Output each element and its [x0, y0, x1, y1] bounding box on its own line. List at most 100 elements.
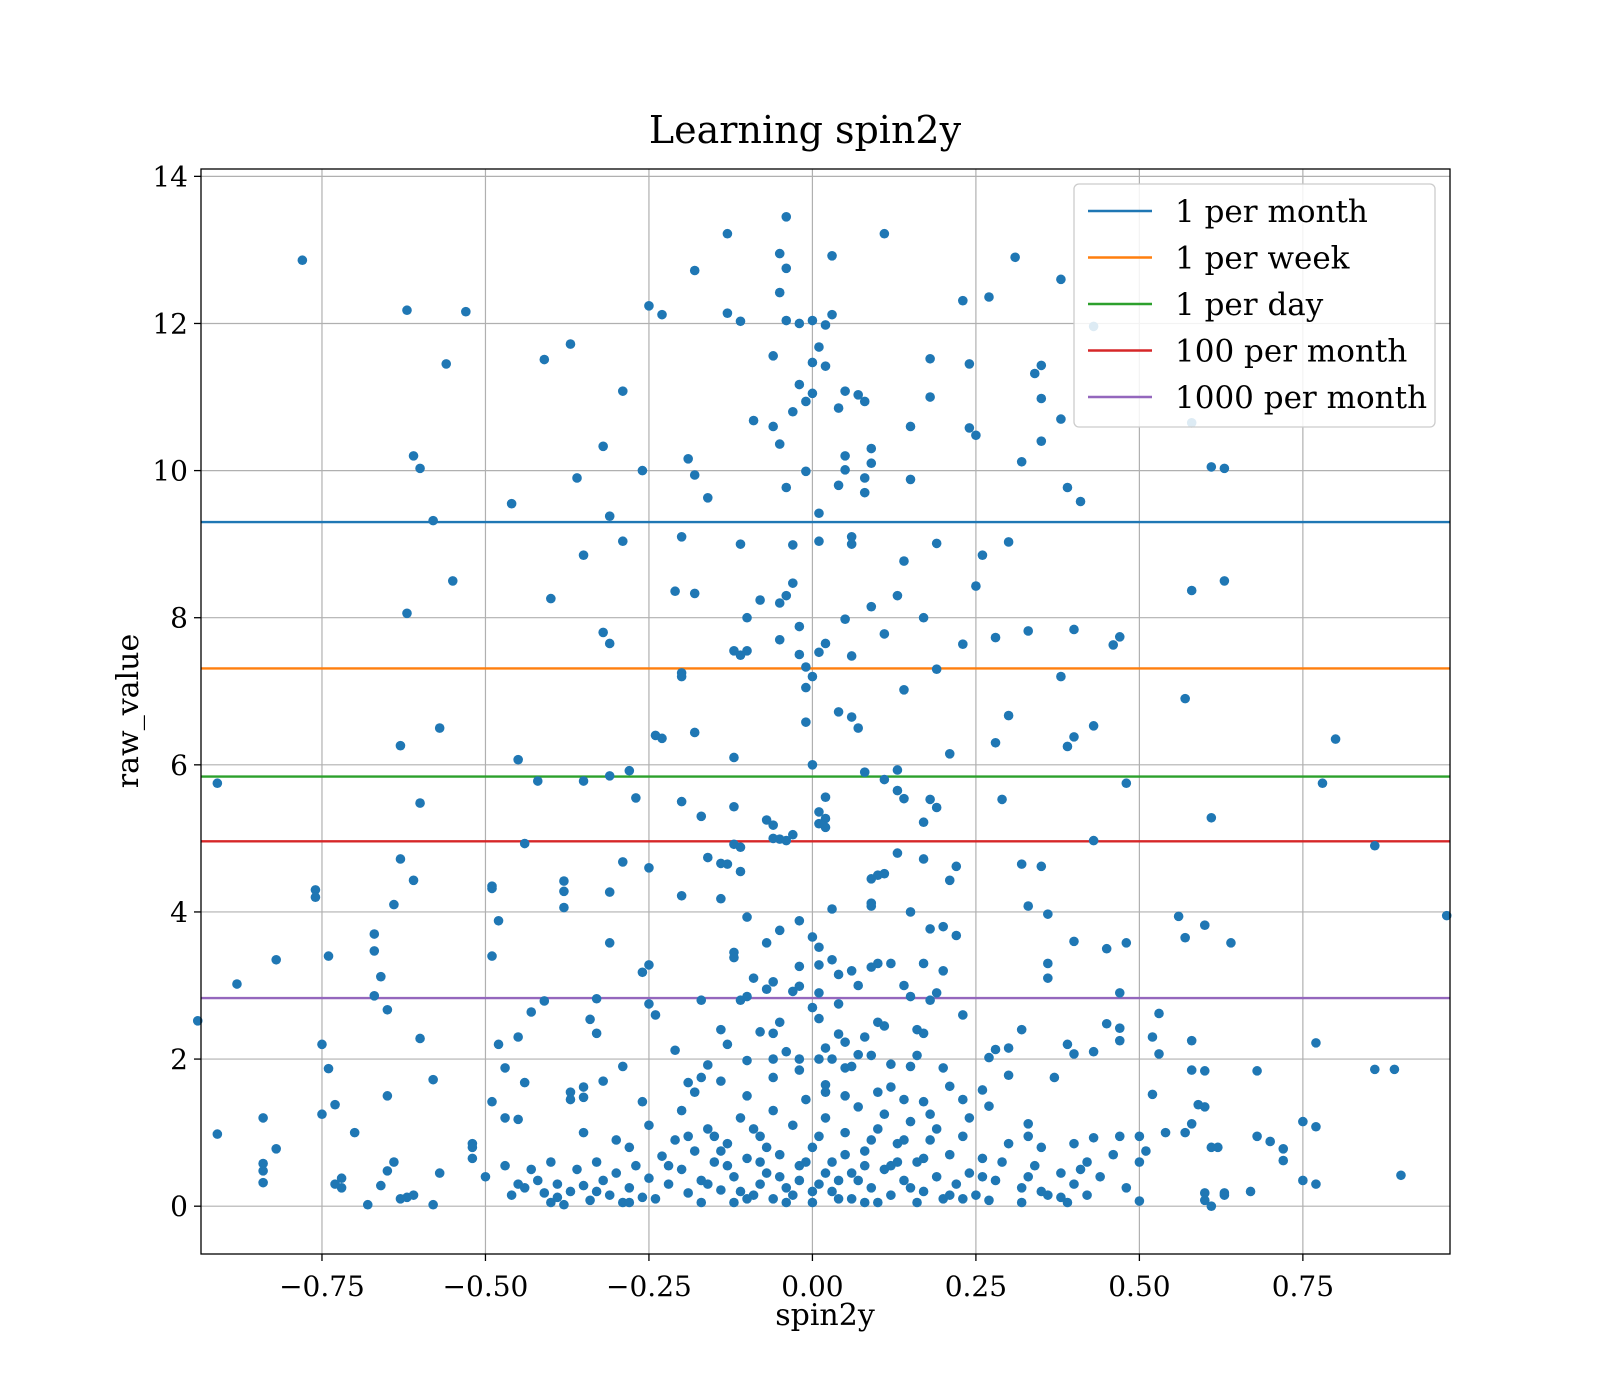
data-point: [1147, 1089, 1158, 1100]
data-point: [761, 1168, 772, 1178]
data-point: [918, 1028, 929, 1039]
data-point: [1069, 1138, 1079, 1149]
data-point: [519, 1182, 530, 1193]
data-point: [389, 899, 399, 910]
x-axis-label: spin2y: [775, 1298, 875, 1333]
data-point: [1186, 1119, 1197, 1129]
data-point: [781, 263, 792, 274]
data-point: [742, 1091, 752, 1101]
data-point: [977, 550, 988, 560]
data-point: [768, 1105, 778, 1116]
x-axis-ticks: −0.75 −0.50 −0.25 0.00 0.25 0.50 0.75: [279, 1254, 1334, 1303]
data-point: [951, 1179, 962, 1189]
data-point: [931, 1124, 942, 1134]
data-point: [1180, 693, 1190, 704]
data-point: [807, 315, 818, 326]
data-point: [827, 954, 837, 965]
data-point: [820, 1168, 831, 1178]
data-point: [853, 723, 863, 733]
data-point: [820, 361, 831, 371]
data-point: [1219, 1188, 1230, 1198]
data-point: [1154, 1049, 1164, 1059]
data-point: [572, 1164, 582, 1175]
data-point: [794, 649, 805, 660]
data-point: [650, 1194, 661, 1204]
data-point: [840, 451, 850, 461]
data-point: [1082, 1190, 1092, 1200]
data-point: [1069, 732, 1079, 742]
data-point: [1088, 1132, 1099, 1143]
data-point: [1108, 1149, 1119, 1160]
data-point: [859, 396, 870, 407]
data-point: [532, 776, 543, 786]
data-point: [1010, 252, 1020, 263]
data-point: [1298, 1175, 1308, 1186]
data-point: [1141, 1146, 1151, 1156]
data-point: [853, 1049, 863, 1060]
data-point: [866, 962, 877, 972]
data-point: [624, 765, 635, 776]
data-point: [585, 1014, 595, 1025]
data-point: [918, 817, 929, 828]
data-point: [814, 342, 824, 352]
data-point: [271, 954, 282, 965]
data-point: [859, 487, 870, 498]
data-point: [1023, 626, 1034, 636]
data-point: [702, 1179, 713, 1189]
data-point: [1134, 1196, 1145, 1206]
data-point: [735, 866, 746, 877]
data-point: [820, 1043, 831, 1053]
data-point: [702, 1060, 713, 1070]
data-point: [637, 1096, 648, 1107]
data-point: [820, 1113, 831, 1123]
data-point: [820, 1080, 831, 1090]
data-point: [1023, 1131, 1034, 1142]
data-point: [814, 536, 824, 547]
data-point: [931, 538, 942, 549]
data-point: [1114, 988, 1125, 998]
data-point: [899, 556, 909, 566]
data-point: [617, 536, 628, 547]
legend-label: 1 per month: [1175, 194, 1368, 230]
data-point: [330, 1179, 340, 1189]
data-point: [742, 912, 752, 922]
data-point: [840, 1091, 850, 1101]
data-point: [696, 1072, 707, 1083]
data-point: [1147, 1032, 1158, 1042]
data-point: [696, 1197, 707, 1208]
data-point: [1114, 1131, 1125, 1142]
data-point: [1062, 482, 1073, 493]
data-point: [918, 854, 929, 864]
data-point: [918, 958, 929, 969]
data-point: [428, 1199, 438, 1210]
data-point: [931, 664, 942, 675]
data-point: [774, 287, 785, 298]
data-point: [683, 454, 693, 464]
data-point: [1056, 274, 1066, 285]
data-point: [997, 1157, 1007, 1167]
data-point: [814, 1054, 824, 1064]
data-point: [1173, 911, 1184, 922]
data-point: [631, 1160, 641, 1171]
data-point: [1016, 859, 1027, 869]
data-point: [814, 807, 824, 817]
data-point: [604, 887, 615, 897]
data-point: [539, 996, 550, 1006]
data-point: [716, 1185, 726, 1195]
data-point: [788, 1190, 798, 1200]
data-point: [853, 1175, 863, 1186]
data-point: [598, 1175, 608, 1186]
data-point: [415, 798, 425, 808]
data-point: [735, 1113, 746, 1123]
data-point: [1206, 1201, 1217, 1211]
data-point: [513, 1114, 523, 1125]
data-point: [1095, 1171, 1105, 1182]
data-point: [323, 1063, 334, 1074]
data-point: [637, 1192, 648, 1203]
y-tick-label: 0: [170, 1190, 188, 1223]
data-point: [657, 1151, 667, 1161]
data-point: [552, 1192, 563, 1203]
data-point: [827, 1157, 837, 1167]
data-point: [1199, 1195, 1210, 1206]
data-point: [859, 1197, 870, 1208]
